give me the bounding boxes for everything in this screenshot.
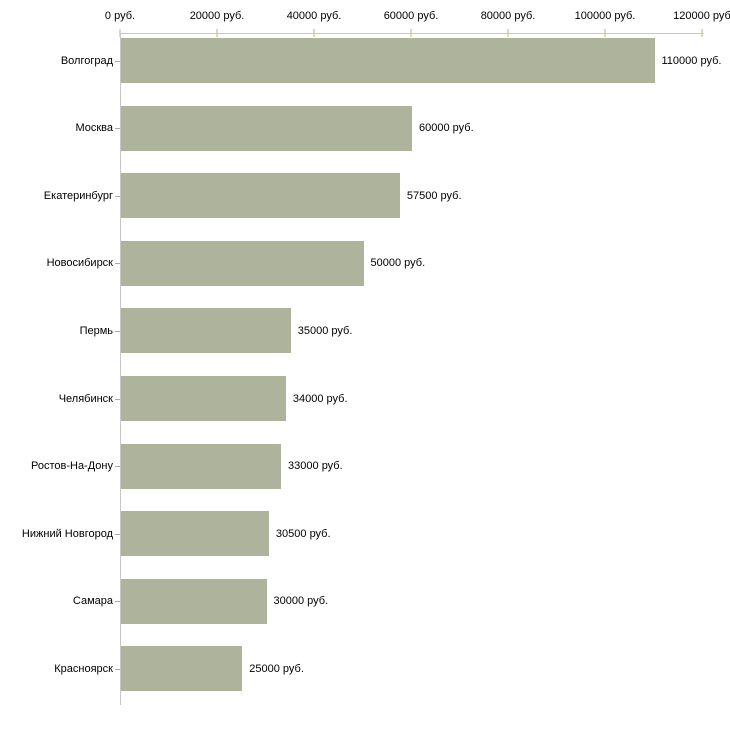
category-tick-mark [115,61,120,62]
category-label: Новосибирск [46,257,113,270]
category-tick-mark [115,331,120,332]
x-axis-tick-label: 120000 руб [673,10,730,22]
bar [121,578,267,624]
value-label: 33000 руб. [288,460,343,473]
value-label: 35000 руб. [297,324,353,337]
bar [121,173,400,219]
value-label: 30500 руб. [275,527,331,540]
x-axis-tick-label: 20000 руб. [189,10,245,22]
x-axis-line [120,33,704,34]
category-tick-mark [115,601,120,602]
bar [121,240,364,286]
category-label: Самара [72,595,113,608]
bar [121,646,243,692]
category-label: Красноярск [54,662,113,675]
x-axis-tick-label: 80000 руб. [480,10,536,22]
bar [121,443,282,489]
x-axis-tick-label: 40000 руб. [286,10,342,22]
category-label: Москва [75,122,113,135]
category-label: Пермь [79,324,113,337]
y-axis-line [120,33,121,705]
category-label: Ростов-На-Дону [30,460,113,473]
x-axis-tick-label: 60000 руб. [383,10,439,22]
category-tick-mark [115,196,120,197]
bar [121,308,291,354]
category-tick-mark [115,466,120,467]
category-tick-mark [115,534,120,535]
value-label: 60000 руб. [419,122,474,135]
value-label: 34000 руб. [292,392,348,405]
bar [121,376,286,421]
category-label: Нижний Новгород [21,527,113,540]
bar [121,511,269,557]
category-tick-mark [115,669,120,670]
x-axis-tick-label: 100000 руб. [574,10,636,22]
category-tick-mark [115,399,120,400]
category-label: Волгоград [60,54,113,67]
bar [121,38,655,83]
value-label: 110000 руб. [661,54,722,67]
category-label: Екатеринбург [43,189,113,202]
bar [121,105,412,151]
value-label: 25000 руб. [249,662,304,675]
value-label: 57500 руб. [406,189,462,202]
value-label: 50000 руб. [370,257,426,270]
value-label: 30000 руб. [273,595,329,608]
category-tick-mark [115,263,120,264]
category-label: Челябинск [58,392,113,405]
x-axis-tick-label: 0 руб. [104,10,136,22]
category-tick-mark [115,128,120,129]
